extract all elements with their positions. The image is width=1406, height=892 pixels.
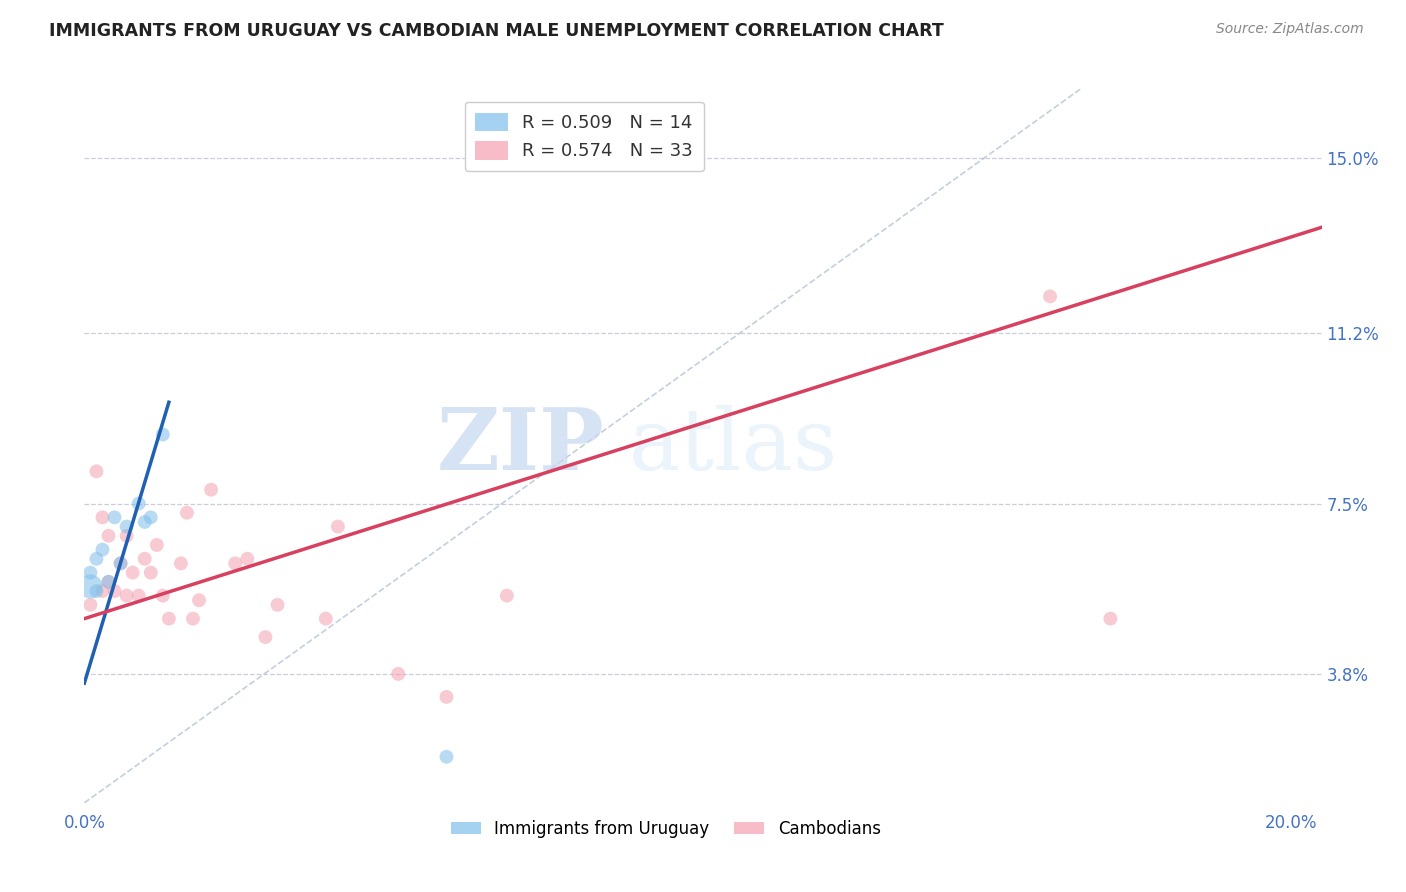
Point (139, 510, 162, 524)
Text: atlas: atlas (628, 404, 838, 488)
Point (115, 589, 138, 603)
Point (121, 566, 143, 580)
Point (266, 598, 288, 612)
Point (181, 612, 204, 626)
Point (134, 515, 156, 529)
Point (315, 612, 337, 626)
Point (97, 574, 120, 589)
Point (97, 574, 120, 589)
Point (176, 506, 198, 520)
Point (115, 519, 138, 533)
Point (1039, 289, 1062, 303)
Point (91, 584, 114, 599)
Point (139, 566, 162, 580)
Text: ZIP: ZIP (436, 404, 605, 488)
Point (79, 598, 101, 612)
Point (436, 749, 458, 764)
Point (134, 551, 156, 566)
Point (128, 497, 150, 511)
Point (387, 666, 409, 681)
Point (152, 589, 174, 603)
Point (79, 579, 101, 593)
Point (128, 589, 150, 603)
Point (152, 427, 174, 442)
Point (157, 612, 180, 626)
Point (115, 529, 138, 543)
Point (236, 551, 259, 566)
Point (224, 557, 246, 571)
Point (436, 690, 458, 704)
Point (110, 557, 132, 571)
Point (110, 557, 132, 571)
Point (188, 593, 211, 607)
Point (86, 584, 108, 599)
Text: Source: ZipAtlas.com: Source: ZipAtlas.com (1216, 22, 1364, 37)
Point (103, 584, 125, 599)
Point (254, 630, 277, 644)
Point (97, 529, 120, 543)
Legend: Immigrants from Uruguay, Cambodians: Immigrants from Uruguay, Cambodians (444, 814, 887, 845)
Point (495, 589, 517, 603)
Text: IMMIGRANTS FROM URUGUAY VS CAMBODIAN MALE UNEMPLOYMENT CORRELATION CHART: IMMIGRANTS FROM URUGUAY VS CAMBODIAN MAL… (49, 22, 943, 40)
Point (79, 566, 101, 580)
Point (86, 551, 108, 566)
Point (1099, 612, 1122, 626)
Point (146, 538, 169, 552)
Point (91, 510, 114, 524)
Point (86, 464, 108, 478)
Point (91, 542, 114, 557)
Point (170, 557, 193, 571)
Point (326, 519, 349, 533)
Point (200, 483, 222, 497)
Point (103, 510, 125, 524)
